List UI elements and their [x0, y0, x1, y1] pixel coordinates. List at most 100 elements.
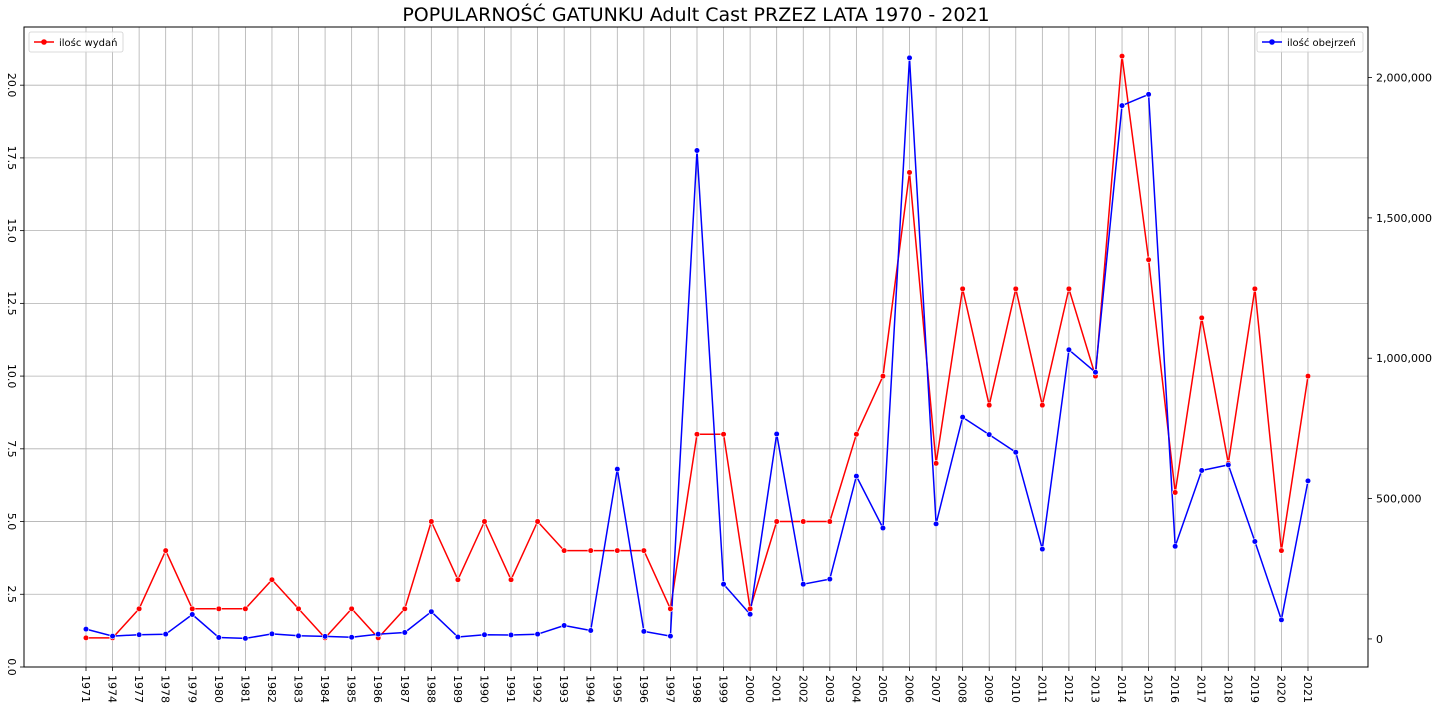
- left-tick-label: 5.0: [5, 513, 18, 531]
- data-point: [268, 630, 276, 637]
- data-point: [189, 605, 196, 612]
- left-y-axis: 0.0 2.5 5.0 7.5 10.0 12.5 15.0 17.5 20.0: [5, 73, 24, 676]
- data-point: [1304, 477, 1312, 484]
- data-point: [454, 576, 462, 583]
- data-point: [561, 622, 568, 629]
- data-point: [853, 473, 860, 480]
- x-tick-label: 2005: [876, 675, 889, 703]
- data-point: [1251, 285, 1258, 292]
- data-point: [986, 402, 993, 409]
- x-tick-label: 1992: [531, 675, 544, 703]
- data-point: [614, 466, 621, 473]
- data-point: [454, 633, 462, 641]
- data-point: [215, 605, 222, 612]
- data-point: [906, 54, 913, 61]
- left-tick-label: 12.5: [5, 291, 18, 316]
- data-point: [481, 518, 488, 525]
- data-point: [1225, 461, 1232, 468]
- x-tick-label: 1980: [212, 675, 225, 703]
- x-tick-label: 1989: [451, 675, 464, 703]
- data-point: [1039, 402, 1046, 409]
- data-point: [109, 633, 116, 640]
- data-point: [1198, 314, 1205, 322]
- data-point: [242, 635, 249, 642]
- x-tick-label: 1994: [584, 675, 597, 703]
- data-point: [534, 518, 541, 525]
- data-point: [348, 634, 355, 641]
- x-tick-label: 1997: [663, 675, 676, 703]
- data-point: [1172, 543, 1179, 550]
- right-y-axis: 0 500,000 1,000,000 1,500,000 2,000,000: [1368, 72, 1432, 646]
- x-tick-label: 2002: [796, 675, 809, 703]
- x-tick-label: 1981: [238, 675, 251, 703]
- data-point: [1304, 372, 1312, 380]
- x-tick-label: 2009: [982, 675, 995, 703]
- x-tick-label: 1974: [106, 675, 119, 703]
- right-tick-label: 0: [1376, 633, 1383, 646]
- legend-label: ilość obejrzeń: [1287, 37, 1356, 49]
- data-point: [162, 547, 169, 554]
- x-tick-label: 1990: [477, 675, 490, 703]
- data-point: [932, 460, 940, 467]
- x-tick-label: 2016: [1168, 675, 1181, 703]
- x-tick-label: 2019: [1248, 675, 1261, 703]
- x-tick-label: 2007: [929, 675, 942, 703]
- right-tick-label: 500,000: [1376, 493, 1422, 506]
- left-tick-label: 0.0: [5, 658, 18, 676]
- data-point: [1145, 256, 1152, 263]
- series-points: [82, 52, 1312, 642]
- legend-box: [1256, 31, 1364, 53]
- data-point: [614, 547, 621, 554]
- data-point: [959, 414, 966, 421]
- legend-box: [28, 31, 124, 53]
- data-point: [295, 605, 302, 612]
- data-point: [348, 605, 355, 612]
- data-point: [1278, 547, 1285, 554]
- right-tick-label: 2,000,000: [1376, 72, 1432, 85]
- data-point: [401, 605, 408, 612]
- data-point: [534, 631, 541, 638]
- x-tick-label: 2001: [770, 675, 783, 703]
- x-tick-label: 2018: [1221, 675, 1234, 703]
- x-tick-label: 1983: [292, 675, 305, 703]
- data-point: [136, 631, 143, 638]
- data-point: [587, 627, 594, 634]
- data-point: [215, 634, 222, 641]
- data-point: [906, 169, 913, 176]
- data-point: [1251, 538, 1258, 545]
- x-tick-label: 2012: [1062, 675, 1075, 703]
- left-tick-label: 7.5: [5, 440, 18, 458]
- data-point: [693, 431, 701, 438]
- data-point: [561, 547, 568, 554]
- left-tick-label: 17.5: [5, 146, 18, 171]
- data-point: [773, 518, 780, 525]
- data-point: [1039, 546, 1046, 553]
- x-tick-label: 1996: [637, 675, 650, 703]
- data-point: [1118, 52, 1126, 60]
- x-tick-label: 1971: [79, 675, 92, 703]
- x-tick-label: 1995: [610, 675, 623, 703]
- x-tick-label: 1991: [504, 675, 517, 703]
- x-axis: 1971 1974 1977 1978 1979 1980 1981 1982 1983 1984…: [79, 667, 1314, 703]
- data-point: [428, 518, 435, 525]
- data-point: [1278, 616, 1285, 623]
- data-point: [82, 634, 90, 642]
- data-point: [1172, 489, 1179, 496]
- x-tick-label: 2015: [1142, 675, 1155, 703]
- data-point: [640, 628, 647, 635]
- data-point: [189, 611, 196, 618]
- legend-marker: [1269, 39, 1275, 45]
- data-point: [1012, 285, 1019, 292]
- x-tick-label: 1984: [318, 675, 331, 703]
- left-tick-label: 2.5: [5, 586, 18, 604]
- data-point: [826, 576, 833, 583]
- x-tick-label: 1993: [557, 675, 570, 703]
- data-point: [800, 581, 807, 588]
- data-point: [1145, 91, 1152, 98]
- x-tick-label: 1985: [345, 675, 358, 703]
- data-point: [747, 611, 754, 618]
- data-point: [826, 518, 833, 525]
- data-point: [853, 431, 860, 438]
- legend-marker: [41, 39, 47, 45]
